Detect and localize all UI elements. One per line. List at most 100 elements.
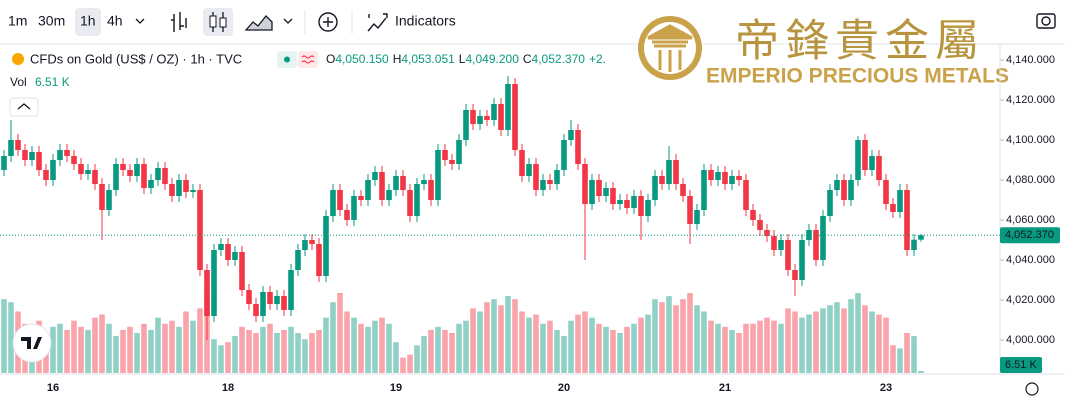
add-icon[interactable] xyxy=(318,12,338,32)
volume-bar xyxy=(323,317,329,373)
ohlc-values: O4,050.150 H4,053.051 L4,049.200 C4,052.370… xyxy=(326,52,606,66)
settings-icon[interactable] xyxy=(1025,382,1039,396)
interval-button[interactable]: 1h xyxy=(80,13,96,29)
interval-selected xyxy=(75,8,101,36)
interval-button[interactable]: 4h xyxy=(107,13,123,29)
volume-bar xyxy=(148,329,154,373)
volume-bar xyxy=(750,323,756,373)
ohlc-change: +2. xyxy=(589,52,606,66)
volume-bar xyxy=(722,326,728,373)
ohlc-value: 4,052.370 xyxy=(532,52,586,66)
volume-bar xyxy=(456,323,462,373)
indicators-icon[interactable] xyxy=(367,13,388,32)
volume-bar xyxy=(631,323,637,373)
candle-body xyxy=(309,240,315,244)
candle-body xyxy=(246,290,252,304)
candle-body xyxy=(253,304,259,316)
volume-bar xyxy=(176,326,182,373)
candle-body xyxy=(561,140,567,170)
volume-bar xyxy=(869,311,875,373)
volume-bar xyxy=(498,305,504,373)
volume-bar xyxy=(582,311,588,373)
volume-bar xyxy=(687,293,693,373)
volume-bar xyxy=(169,320,175,373)
candle-body xyxy=(57,150,63,160)
candle-body xyxy=(673,160,679,184)
brand-chinese: 帝鋒貴金屬 xyxy=(735,17,985,66)
candle-body xyxy=(904,190,910,250)
volume-bar xyxy=(50,326,56,373)
candle-body xyxy=(547,180,553,184)
volume-bar xyxy=(85,329,91,373)
candle-body xyxy=(372,172,378,180)
volume-bar xyxy=(358,323,364,373)
volume-bar xyxy=(386,323,392,373)
candle-body xyxy=(239,252,245,290)
volume-bar xyxy=(113,336,119,373)
candle-body xyxy=(64,150,70,156)
candle-body xyxy=(764,230,770,236)
dropdown-icon[interactable] xyxy=(135,18,145,24)
status-wave xyxy=(301,55,315,64)
candle-body xyxy=(778,240,784,250)
volume-bar xyxy=(708,320,714,373)
volume-bar xyxy=(344,311,350,373)
volume-bar xyxy=(477,311,483,373)
volume-bar xyxy=(442,329,448,373)
candle-body xyxy=(610,188,616,204)
candle-body xyxy=(274,296,280,304)
candle-body xyxy=(337,190,343,210)
interval-button[interactable]: 1m xyxy=(8,13,27,29)
candle-body xyxy=(792,270,798,280)
y-tick-label: 4,040.000 xyxy=(1006,254,1055,266)
volume-bar xyxy=(715,323,721,373)
dropdown-icon[interactable] xyxy=(283,18,293,24)
candle-body xyxy=(841,180,847,200)
candle-body xyxy=(71,156,77,164)
candle-body xyxy=(155,168,161,180)
candle-body xyxy=(386,190,392,200)
ohlc-value: 4,050.150 xyxy=(335,52,389,66)
candle-body xyxy=(729,176,735,184)
candle-body xyxy=(652,176,658,200)
candle-body xyxy=(463,110,469,140)
candle-body xyxy=(29,152,35,160)
collapse-button[interactable] xyxy=(9,97,39,117)
camera-icon[interactable] xyxy=(1036,13,1056,29)
candle-body xyxy=(323,216,329,276)
volume-bar xyxy=(666,296,672,373)
candle-body xyxy=(120,164,126,170)
candle-body xyxy=(281,296,287,310)
volume-bar xyxy=(99,314,105,373)
bars-icon[interactable] xyxy=(171,12,187,32)
volume-bar xyxy=(603,326,609,373)
area-icon[interactable] xyxy=(244,15,273,31)
volume-bar xyxy=(239,326,245,373)
candle-body xyxy=(645,200,651,216)
volume-bar xyxy=(792,311,798,373)
x-tick-label: 20 xyxy=(558,382,570,394)
volume-bar xyxy=(848,299,854,373)
volume-bar xyxy=(841,308,847,373)
candle-body xyxy=(582,164,588,204)
candle-body xyxy=(771,236,777,250)
volume-value: 6.51 K xyxy=(35,75,70,89)
volume-bar xyxy=(407,354,413,373)
x-tick-label: 23 xyxy=(880,382,892,394)
collapse-icon xyxy=(17,103,31,110)
volume-bar xyxy=(778,323,784,373)
candle-body xyxy=(197,190,203,270)
volume-bar xyxy=(554,329,560,373)
candle-body xyxy=(554,170,560,184)
candle-body xyxy=(288,270,294,310)
last-price-tag xyxy=(1000,227,1060,244)
volume-bar xyxy=(890,345,896,373)
candle-body xyxy=(162,168,168,184)
volume-bar xyxy=(190,320,196,373)
indicators-button[interactable]: Indicators xyxy=(395,13,456,29)
tv-logo xyxy=(12,323,52,363)
volume-bar xyxy=(673,305,679,373)
volume-tag xyxy=(1000,357,1042,373)
volume-bar xyxy=(918,370,924,373)
interval-button[interactable]: 30m xyxy=(38,13,65,29)
